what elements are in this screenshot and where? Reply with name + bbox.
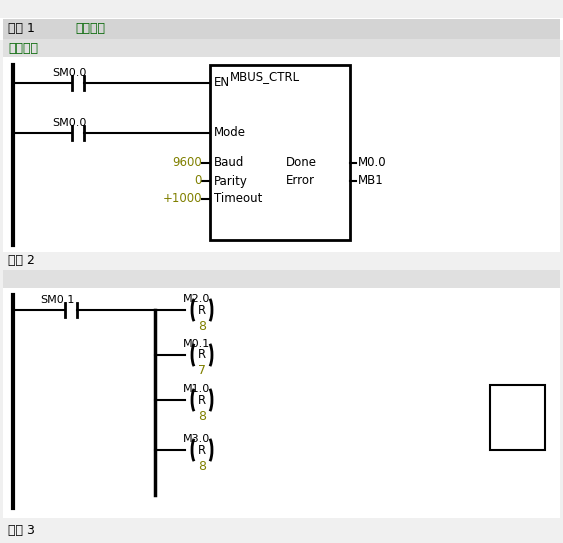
Text: Timeout: Timeout [214, 193, 262, 205]
Text: M1.0: M1.0 [183, 384, 210, 394]
Text: M3.0: M3.0 [183, 434, 210, 444]
Text: 8: 8 [198, 409, 206, 422]
Text: Baud: Baud [214, 156, 244, 169]
Text: MB1: MB1 [358, 174, 384, 187]
Text: Parity: Parity [214, 174, 248, 187]
Text: Done: Done [286, 156, 317, 169]
Bar [0, 18, 563, 40]
Text: Error: Error [286, 174, 315, 187]
Text: 8: 8 [198, 459, 206, 472]
Bar [0, 252, 563, 270]
Bar [490, 385, 545, 450]
Text: 网络 3: 网络 3 [8, 525, 35, 538]
Text: R: R [198, 394, 206, 407]
Text: SM0.1: SM0.1 [40, 295, 74, 305]
Bar [3, 57, 560, 252]
Bar [3, 270, 560, 288]
Text: 9600: 9600 [172, 156, 202, 169]
Text: 网络注释: 网络注释 [8, 41, 38, 54]
Text: Mode: Mode [214, 127, 246, 140]
Bar [210, 65, 350, 240]
Text: MBUS_CTRL: MBUS_CTRL [230, 71, 300, 84]
Text: 7: 7 [198, 364, 206, 377]
Bar [0, 520, 563, 543]
Text: 8: 8 [198, 319, 206, 332]
Bar [3, 39, 560, 57]
Text: 网络 2: 网络 2 [8, 255, 35, 268]
Text: 网络标题: 网络标题 [75, 22, 105, 35]
Text: R: R [198, 349, 206, 362]
Text: M2.0: M2.0 [183, 294, 211, 304]
Text: R: R [198, 304, 206, 317]
Text: +1000: +1000 [163, 193, 202, 205]
Text: M0.1: M0.1 [183, 339, 210, 349]
Text: 0: 0 [195, 174, 202, 187]
Bar [3, 19, 560, 39]
Text: 网络 1: 网络 1 [8, 22, 35, 35]
Text: M0.0: M0.0 [358, 156, 387, 169]
Bar [0, 0, 563, 18]
Text: SM0.0: SM0.0 [52, 118, 86, 128]
Text: EN: EN [214, 77, 230, 90]
Bar [3, 288, 560, 518]
Text: R: R [198, 444, 206, 457]
Text: SM0.0: SM0.0 [52, 68, 86, 78]
